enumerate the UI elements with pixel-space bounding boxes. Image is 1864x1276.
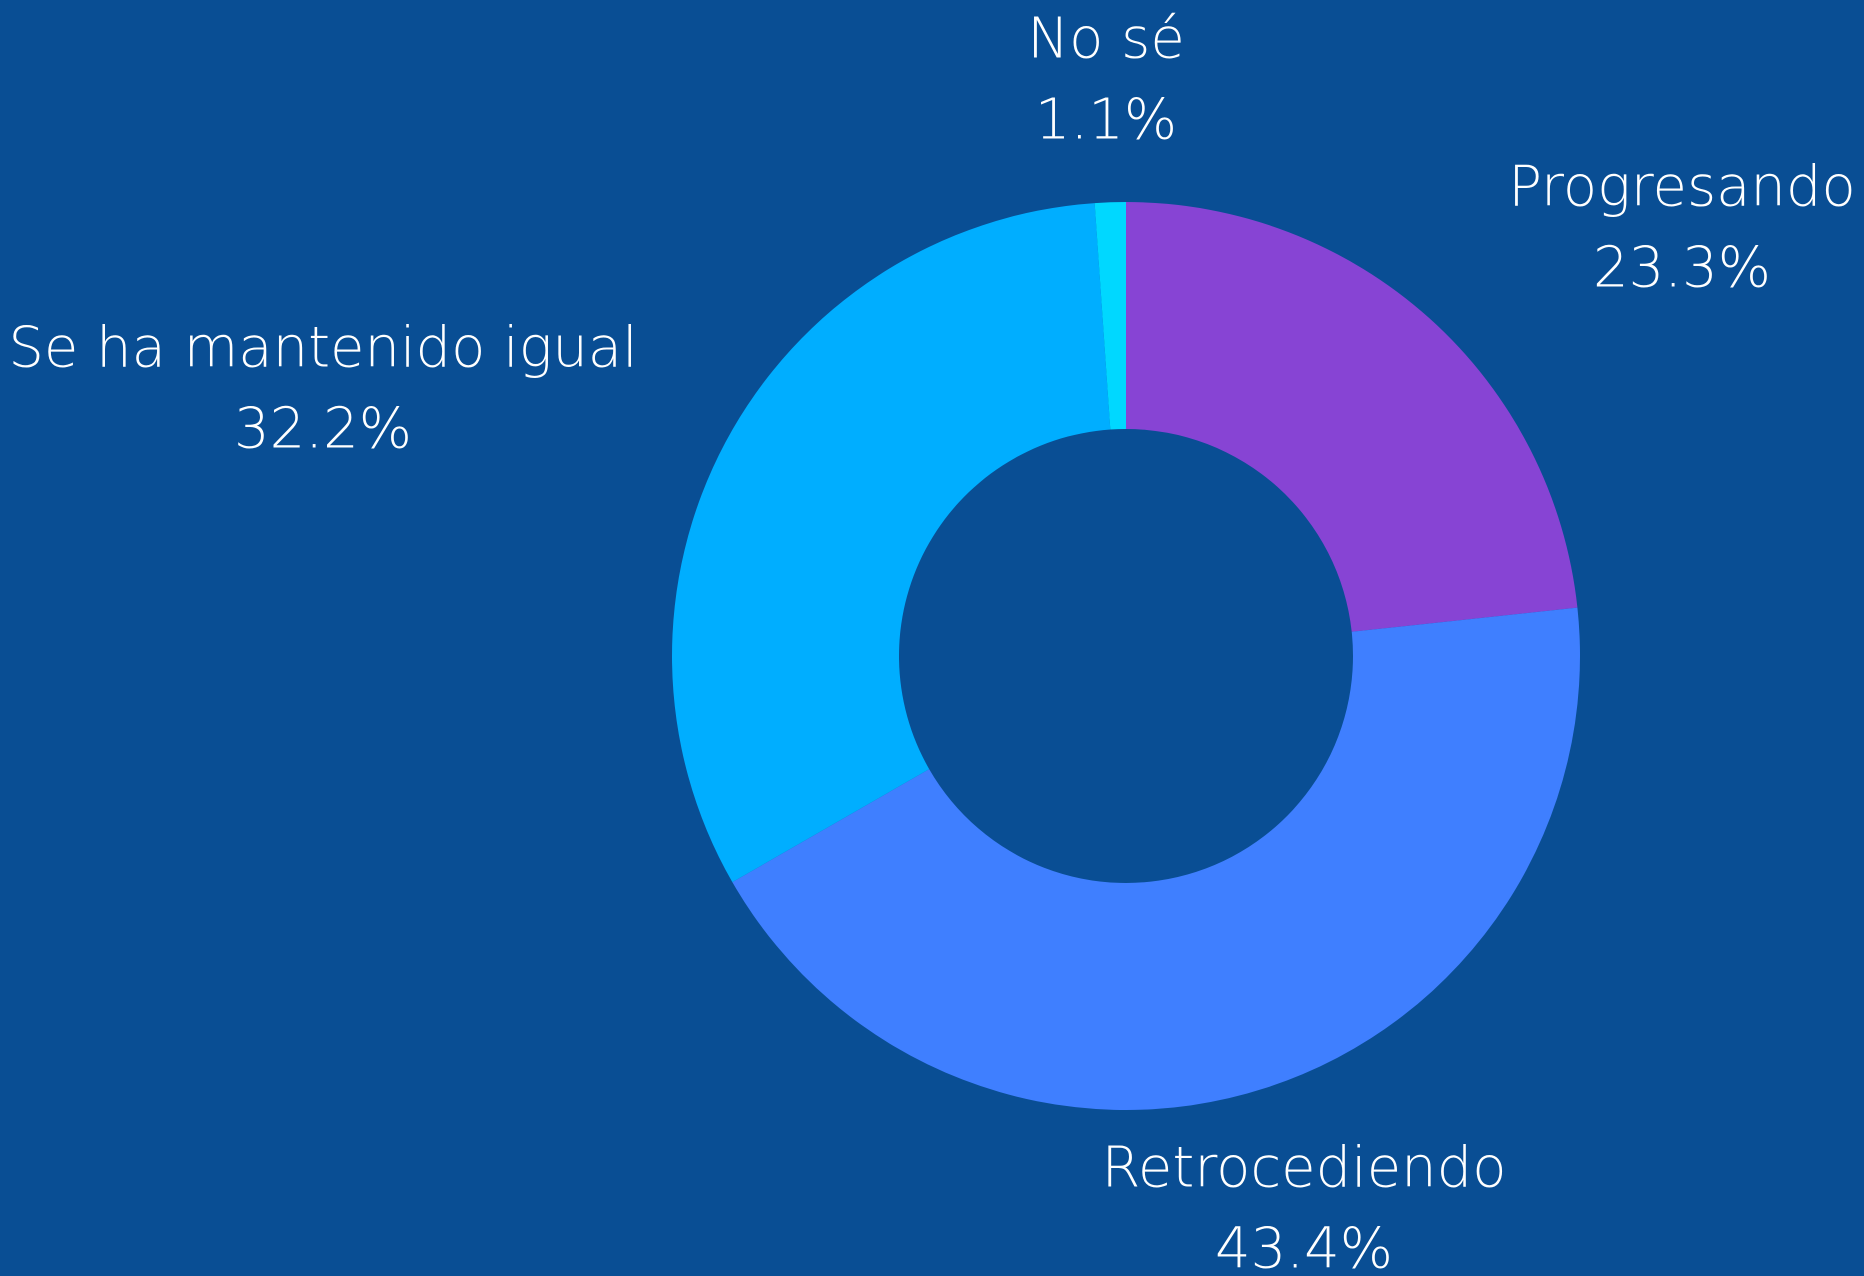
segment-value-label: 32.2% [234,396,412,461]
donut-segment [732,607,1581,1110]
donut-segment [1094,202,1126,430]
segment-value-label: 43.4% [1215,1216,1393,1276]
segment-value-label: 1.1% [1035,87,1177,152]
segment-label: No sé [1027,6,1185,71]
segment-value-label: 23.3% [1593,235,1771,300]
segment-label: Progresando [1508,154,1855,219]
donut-segment [1126,202,1578,632]
segment-label: Se ha mantenido igual [8,315,637,380]
donut-segment [672,203,1111,883]
segment-label: Retrocediendo [1102,1135,1507,1200]
